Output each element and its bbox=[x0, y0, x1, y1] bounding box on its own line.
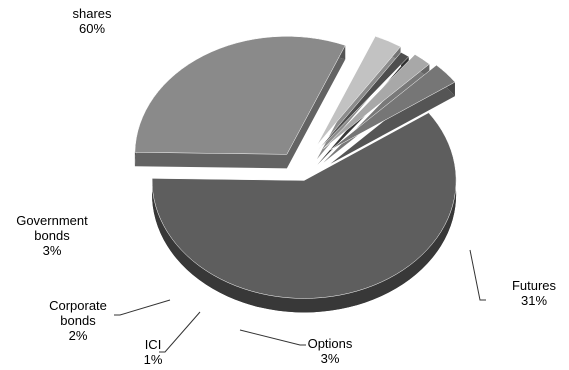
pie-slice-shares bbox=[151, 112, 457, 299]
leader-line-futures bbox=[469, 249, 486, 301]
pie-label-futures: Futures 31% bbox=[512, 278, 557, 308]
pie-slice-government-bonds bbox=[330, 64, 456, 150]
pie-slice-corporate-bonds bbox=[323, 54, 430, 149]
pie-slice-side-government-bonds bbox=[330, 79, 455, 164]
label-leader-lines bbox=[114, 249, 486, 353]
pie-label-corporate-bonds: Corporate bonds 2% bbox=[49, 298, 107, 343]
leader-line-corporate-bonds bbox=[114, 299, 171, 316]
pie-slice-futures bbox=[134, 36, 346, 155]
leader-line-options bbox=[239, 329, 306, 346]
leader-line-ici bbox=[159, 311, 201, 353]
pie-label-ici: ICI 1% bbox=[144, 337, 163, 367]
pie-label-shares: shares 60% bbox=[72, 6, 112, 36]
pie-label-government-bonds: Government bonds 3% bbox=[16, 213, 88, 258]
pie-slice-ici bbox=[317, 52, 410, 152]
pie-slices bbox=[134, 35, 457, 299]
pie-slice-options bbox=[316, 35, 401, 146]
pie-label-options: Options 3% bbox=[308, 336, 353, 366]
pie-labels: shares 60% Futures 31% Options 3% ICI 1% Corpora… bbox=[16, 6, 556, 367]
